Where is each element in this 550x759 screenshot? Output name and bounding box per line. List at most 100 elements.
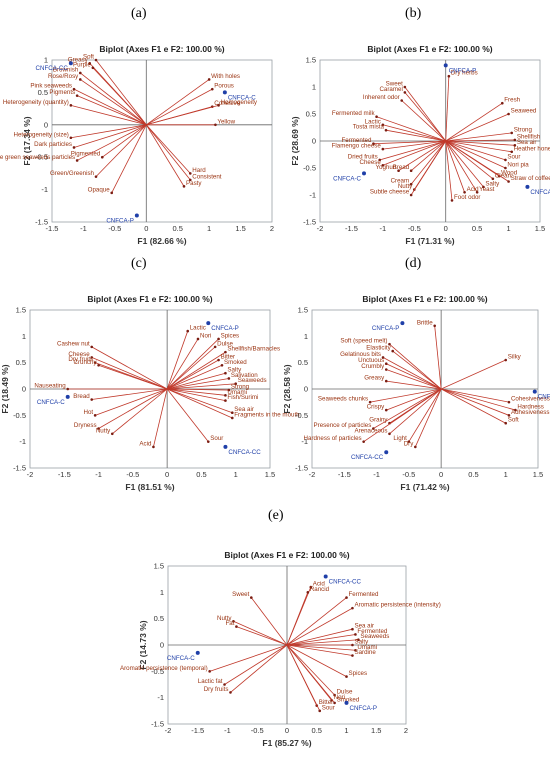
variable-label: Hot — [84, 409, 94, 416]
variable-vector — [445, 132, 512, 142]
variable-vector — [389, 388, 442, 435]
variable-vector — [76, 95, 147, 126]
variable-label: Cheese — [360, 159, 382, 166]
variable-label: Dark particles — [34, 141, 72, 148]
variable-label: Pigmented — [71, 151, 101, 158]
variable-point — [90, 356, 94, 359]
variable-point — [227, 377, 231, 380]
variable-vector — [286, 644, 335, 704]
chart-title: Biplot (Axes F1 e F2: 100.00 %) — [367, 44, 492, 54]
variable-label: Nutty — [96, 427, 111, 434]
variable-vector — [414, 388, 442, 448]
x-tick-label: -0.5 — [402, 470, 415, 479]
x-tick-label: -2 — [309, 470, 316, 479]
variable-point — [450, 199, 454, 202]
variable-point — [378, 158, 382, 162]
variable-vector — [445, 140, 506, 161]
variable-label: Purple — [73, 61, 91, 68]
x-axis-label: F1 (81.51 %) — [125, 482, 174, 492]
variable-label: Presence of particles — [314, 422, 372, 429]
variable-label: White green seaweeds particles — [0, 154, 75, 161]
panel-letter-c: (c) — [131, 256, 147, 271]
variable-vector — [389, 343, 442, 390]
variable-point — [381, 147, 385, 151]
variable-point — [391, 349, 395, 353]
variable-label: Foot odor — [454, 194, 480, 201]
variable-vector — [363, 388, 442, 442]
variable-point — [397, 169, 400, 172]
variable-vector — [382, 357, 442, 390]
variable-vector — [441, 388, 510, 403]
x-tick-label: 0.5 — [312, 726, 322, 735]
variable-point — [217, 104, 220, 107]
x-tick-label: 1.5 — [371, 726, 381, 735]
observation-point — [223, 444, 228, 449]
variable-label: Nori — [334, 694, 345, 701]
y-tick-label: 0.5 — [38, 88, 48, 97]
variable-vector — [80, 72, 147, 126]
variable-vector — [236, 626, 288, 646]
observation-point — [323, 574, 328, 579]
variable-label: Cream — [391, 178, 410, 185]
variable-point — [97, 364, 100, 367]
variable-label: Fermented — [357, 628, 387, 635]
variable-vector — [404, 86, 447, 142]
variable-label: Bitter — [319, 699, 333, 706]
variable-point — [309, 585, 313, 589]
variable-label: Lactic — [365, 118, 381, 125]
variable-point — [69, 104, 73, 107]
x-tick-label: 1.5 — [265, 470, 275, 479]
variable-vector — [91, 357, 168, 390]
variable-label: Sweet — [386, 81, 403, 88]
chart-title: Biplot (Axes F1 e F2: 100.00 %) — [362, 294, 487, 304]
variable-point — [475, 191, 479, 194]
variable-vector — [167, 372, 226, 390]
variable-point — [372, 142, 375, 145]
variable-point — [250, 596, 253, 599]
variable-point — [229, 691, 232, 694]
biplot-a: Biplot (Axes F1 e F2: 100.00 %) -1.5 -1 -0.… — [0, 44, 274, 246]
variable-vector — [209, 644, 288, 672]
panel-letter-a: (a) — [131, 6, 147, 21]
observation-point — [134, 213, 139, 218]
variable-label: Greasy — [364, 375, 385, 382]
variable-label: Crumbly — [361, 363, 385, 370]
observation-point — [362, 171, 366, 176]
variable-vector — [401, 100, 446, 142]
variable-point — [504, 166, 507, 170]
variable-point — [210, 87, 214, 91]
y-axis-label: F2 (17.34 %) — [22, 116, 32, 165]
variable-point — [75, 159, 79, 162]
y-axis-label: F2 (14.73 %) — [138, 620, 148, 669]
variable-point — [354, 648, 357, 652]
variable-vector — [166, 346, 216, 390]
x-tick-label: 2 — [270, 224, 274, 233]
variable-label: Cheese — [68, 351, 90, 358]
variable-point — [188, 172, 192, 175]
observation-label: CNFCA-C — [167, 655, 195, 662]
variable-label: Dryness — [74, 422, 97, 429]
variable-label: Acid — [139, 440, 152, 447]
variable-vector — [70, 124, 147, 139]
variable-point — [152, 445, 155, 449]
variable-label: Heterogeneity (size) — [13, 131, 68, 138]
variable-vector — [92, 67, 147, 126]
observation-label: CNFCA-C — [538, 394, 550, 401]
variable-label: Sea air — [517, 139, 537, 146]
x-tick-label: -1.5 — [345, 224, 358, 233]
variable-vector — [286, 644, 356, 651]
variable-label: Spices — [349, 670, 368, 677]
observation-label: CNFCA-P — [372, 325, 400, 332]
variable-label: Seaweeds — [360, 633, 389, 640]
variable-vector — [410, 140, 447, 185]
x-tick-label: 0 — [165, 470, 169, 479]
variable-vector — [445, 140, 509, 182]
variable-label: Gelatinous bits — [340, 351, 381, 358]
x-tick-label: 0 — [444, 224, 448, 233]
variable-vector — [166, 388, 233, 419]
variable-label: Elasticity — [366, 345, 391, 352]
variable-vector — [286, 628, 353, 646]
variable-label: Cohesive — [214, 100, 240, 107]
x-tick-label: 0.5 — [472, 224, 482, 233]
variable-label: Arenaceous — [354, 427, 387, 434]
